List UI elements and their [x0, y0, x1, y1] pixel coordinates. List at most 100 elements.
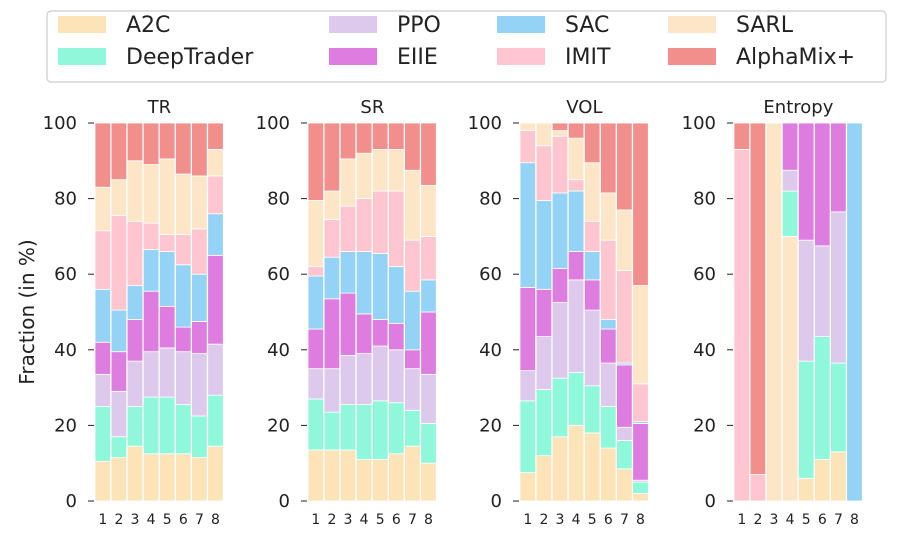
legend: A2C PPO SAC SARL DeepTrader EIIE IMIT AlphaMix+ [46, 10, 887, 83]
bar-entropy-1-alphamix [733, 122, 751, 150]
bar-sr-4-a2c [355, 459, 373, 502]
bar-sr-3-a2c [339, 449, 357, 502]
bar-sr-6-ppo [388, 349, 405, 404]
bar-sr-8-eiie [420, 311, 437, 375]
ytick-label: 100 [468, 113, 502, 134]
bar-entropy-6-deeptrader [814, 336, 831, 460]
ytick-label: 100 [256, 113, 290, 134]
bar-tr-2-alphamix [110, 122, 128, 181]
bar-tr-5-alphamix [158, 122, 176, 160]
bar-vol-5-alphamix [584, 122, 601, 164]
bar-entropy-7-eiie [830, 122, 847, 213]
bar-tr-1-imit [94, 230, 112, 290]
bar-sr-4-alphamix [355, 122, 373, 154]
bar-sr-3-imit [339, 205, 357, 252]
bar-sr-8-a2c [420, 462, 437, 502]
bar-tr-4-ppo [142, 351, 160, 398]
ytick-label: 80 [267, 189, 290, 210]
ytick-label: 80 [54, 189, 77, 210]
legend-swatch-eiie [329, 48, 377, 65]
bar-tr-4-sarl [142, 164, 160, 224]
bar-sr-7-eiie [404, 349, 421, 370]
bar-sr-8-alphamix [420, 122, 437, 186]
ytick-label: 60 [267, 264, 290, 285]
ytick-label: 60 [54, 264, 77, 285]
bar-sr-6-eiie [388, 322, 405, 351]
bar-tr-8-eiie [207, 254, 224, 345]
ytick-label: 100 [682, 113, 716, 134]
bar-vol-5-sac [584, 251, 601, 281]
legend-label-deeptrader: DeepTrader [126, 45, 254, 70]
bar-sr-1-eiie [307, 328, 325, 370]
bar-sr-4-imit [355, 198, 373, 252]
ytick-label: 20 [479, 415, 502, 436]
ytick-label: 0 [491, 491, 502, 512]
bar-vol-5-a2c [584, 432, 601, 502]
bar-tr-8-a2c [207, 445, 224, 502]
bar-vol-3-deeptrader [551, 377, 569, 438]
xtick-label: 3 [344, 512, 353, 528]
legend-swatch-deeptrader [58, 48, 106, 65]
bar-tr-7-ppo [191, 353, 208, 417]
xtick-label: 5 [802, 512, 811, 528]
bar-sr-2-sarl [323, 190, 341, 220]
bar-entropy-4-deeptrader [781, 190, 799, 237]
bar-vol-4-a2c [567, 424, 585, 502]
bar-entropy-4-ppo [781, 169, 799, 192]
panel-tr: TR 0 20 40 60 80 100 1 2 3 4 5 6 7 8 [43, 97, 224, 528]
xtick-label: 5 [588, 512, 597, 528]
bar-sr-5-alphamix [371, 122, 389, 150]
bar-sr-3-eiie [339, 292, 357, 356]
bar-vol-4-deeptrader [567, 372, 585, 426]
bar-vol-7-deeptrader [616, 440, 633, 470]
bar-tr-2-eiie [110, 351, 128, 392]
bar-vol-3-sarl [551, 130, 569, 137]
panel-title-entropy: Entropy [763, 97, 833, 118]
bar-sr-8-deeptrader [420, 423, 437, 464]
legend-swatch-alphamix [668, 48, 716, 65]
bar-sr-7-alphamix [404, 122, 421, 171]
panel-vol: VOL 0 20 40 60 80 100 1 2 3 4 5 6 7 8 [468, 97, 649, 528]
legend-label-alphamix: AlphaMix+ [736, 45, 855, 70]
bar-sr-6-sarl [388, 149, 405, 192]
bar-vol-6-eiie [600, 328, 617, 364]
bar-sr-4-deeptrader [355, 404, 373, 460]
bar-tr-6-sarl [175, 173, 192, 235]
bar-tr-1-sarl [94, 186, 112, 232]
ytick-label: 40 [267, 340, 290, 361]
bar-sr-4-sarl [355, 152, 373, 200]
ytick-label: 60 [479, 264, 502, 285]
bar-vol-2-a2c [535, 455, 553, 502]
bar-sr-5-deeptrader [371, 400, 389, 460]
bar-sr-6-imit [388, 190, 405, 268]
xtick-label: 6 [604, 512, 613, 528]
bar-tr-7-sac [191, 273, 208, 322]
bar-vol-3-sac [551, 192, 569, 269]
xtick-label: 6 [818, 512, 827, 528]
bar-sr-7-a2c [404, 445, 421, 502]
bar-tr-5-ppo [158, 347, 176, 398]
bar-sr-1-a2c [307, 449, 325, 502]
bar-tr-7-sarl [191, 175, 208, 230]
bar-sr-7-sarl [404, 169, 421, 241]
bar-tr-8-imit [207, 175, 224, 215]
bar-vol-4-imit [567, 179, 585, 192]
y-axis-label: Fraction (in %) [15, 239, 39, 384]
bar-tr-3-imit [126, 220, 144, 286]
bar-tr-1-sac [94, 288, 112, 343]
ytick-label: 20 [54, 415, 77, 436]
bar-sr-7-sac [404, 290, 421, 351]
bar-vol-5-sarl [584, 162, 601, 222]
bar-vol-8-alphamix [632, 122, 649, 286]
bar-tr-6-imit [175, 234, 192, 266]
bar-tr-3-ppo [126, 360, 144, 407]
bar-sr-5-imit [371, 190, 389, 254]
bar-tr-5-deeptrader [158, 396, 176, 455]
bar-vol-5-eiie [584, 279, 601, 311]
bar-sr-3-deeptrader [339, 404, 357, 451]
bar-sr-7-ppo [404, 368, 421, 411]
bar-sr-2-a2c [323, 449, 341, 502]
bar-tr-6-eiie [175, 326, 192, 353]
ytick-label: 0 [705, 491, 716, 512]
